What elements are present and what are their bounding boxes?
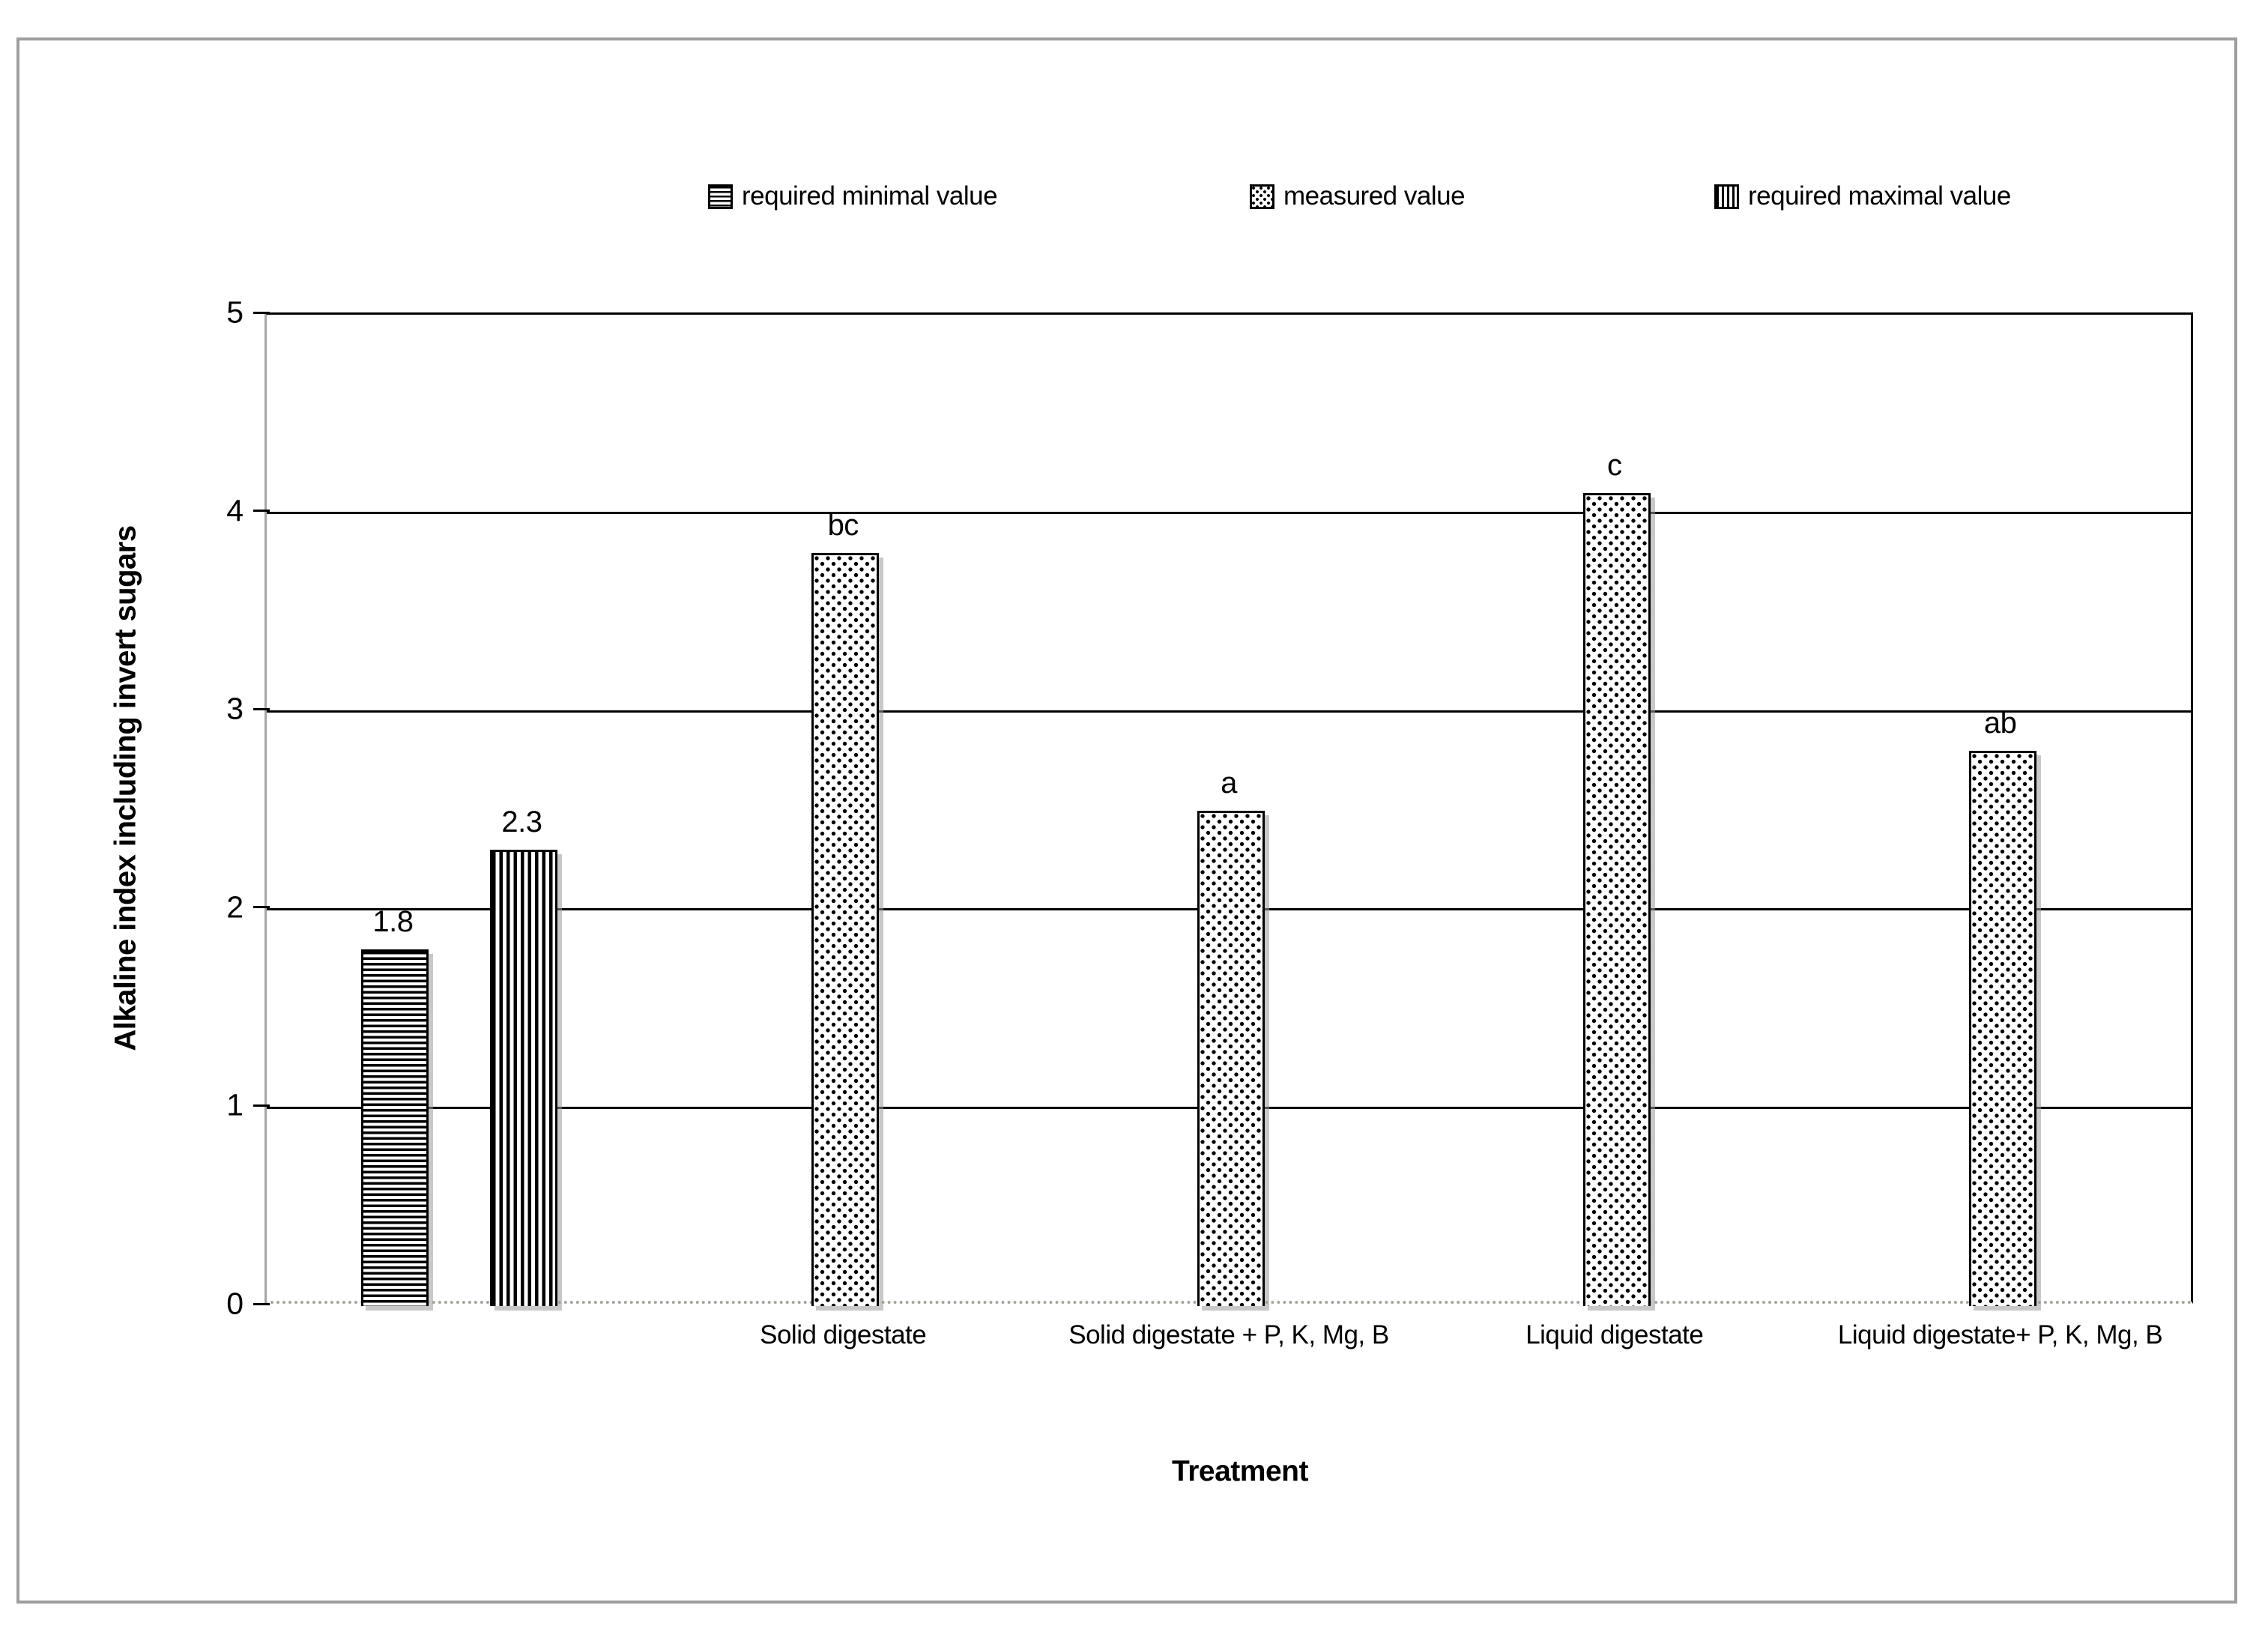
- horizontal-stripes-swatch-icon: [708, 184, 733, 209]
- x-category-label: Liquid digestate: [1525, 1320, 1704, 1350]
- bar-dots-cat3: [1582, 493, 1651, 1306]
- bar-value-label: bc: [827, 508, 859, 542]
- bar-hstripes-cat0: [361, 949, 429, 1306]
- y-tick-mark: [253, 311, 270, 314]
- x-category-label: Liquid digestate+ P, K, Mg, B: [1837, 1320, 2163, 1350]
- bar-dots-cat2: [1197, 810, 1265, 1306]
- gridline: [267, 512, 2191, 515]
- y-tick-mark: [253, 906, 270, 909]
- bar-value-label: c: [1607, 449, 1622, 483]
- legend-item-measured-value: measured value: [1250, 174, 1466, 219]
- legend-label: required minimal value: [742, 181, 998, 211]
- gridline: [267, 710, 2191, 713]
- figure-border: [16, 37, 2237, 1604]
- y-tick-label: 2: [226, 889, 244, 925]
- legend-item-required-minimal-value: required minimal value: [708, 174, 998, 219]
- bar-vstripes-cat0: [490, 850, 558, 1306]
- legend-label: required maximal value: [1748, 181, 2011, 211]
- y-axis-title: Alkaline index including invert sugars: [109, 525, 142, 1051]
- dots-swatch-icon: [1250, 184, 1274, 209]
- bar-dots-cat4: [1968, 751, 2036, 1306]
- bar-value-label: ab: [1983, 707, 2017, 740]
- y-tick-mark: [253, 707, 270, 710]
- y-tick-label: 5: [226, 294, 244, 330]
- bar-dots-cat1: [811, 552, 880, 1306]
- bar-value-label: 1.8: [372, 904, 414, 938]
- y-tick-label: 0: [226, 1286, 244, 1321]
- x-axis-title: Treatment: [1172, 1455, 1308, 1487]
- y-tick-mark: [253, 1302, 270, 1305]
- y-tick-mark: [253, 1104, 270, 1107]
- x-category-label: Solid digestate + P, K, Mg, B: [1068, 1320, 1389, 1350]
- y-tick-mark: [253, 510, 270, 513]
- bar-value-label: a: [1221, 766, 1237, 800]
- y-tick-label: 3: [226, 691, 244, 726]
- vertical-stripes-swatch-icon: [1714, 184, 1739, 209]
- legend-label: measured value: [1283, 181, 1466, 211]
- y-tick-label: 4: [226, 493, 244, 528]
- y-tick-label: 1: [226, 1087, 244, 1122]
- x-category-label: Solid digestate: [760, 1320, 927, 1350]
- plot-area: [264, 312, 2193, 1306]
- bar-value-label: 2.3: [501, 806, 542, 839]
- legend-item-required-maximal-value: required maximal value: [1714, 174, 2011, 219]
